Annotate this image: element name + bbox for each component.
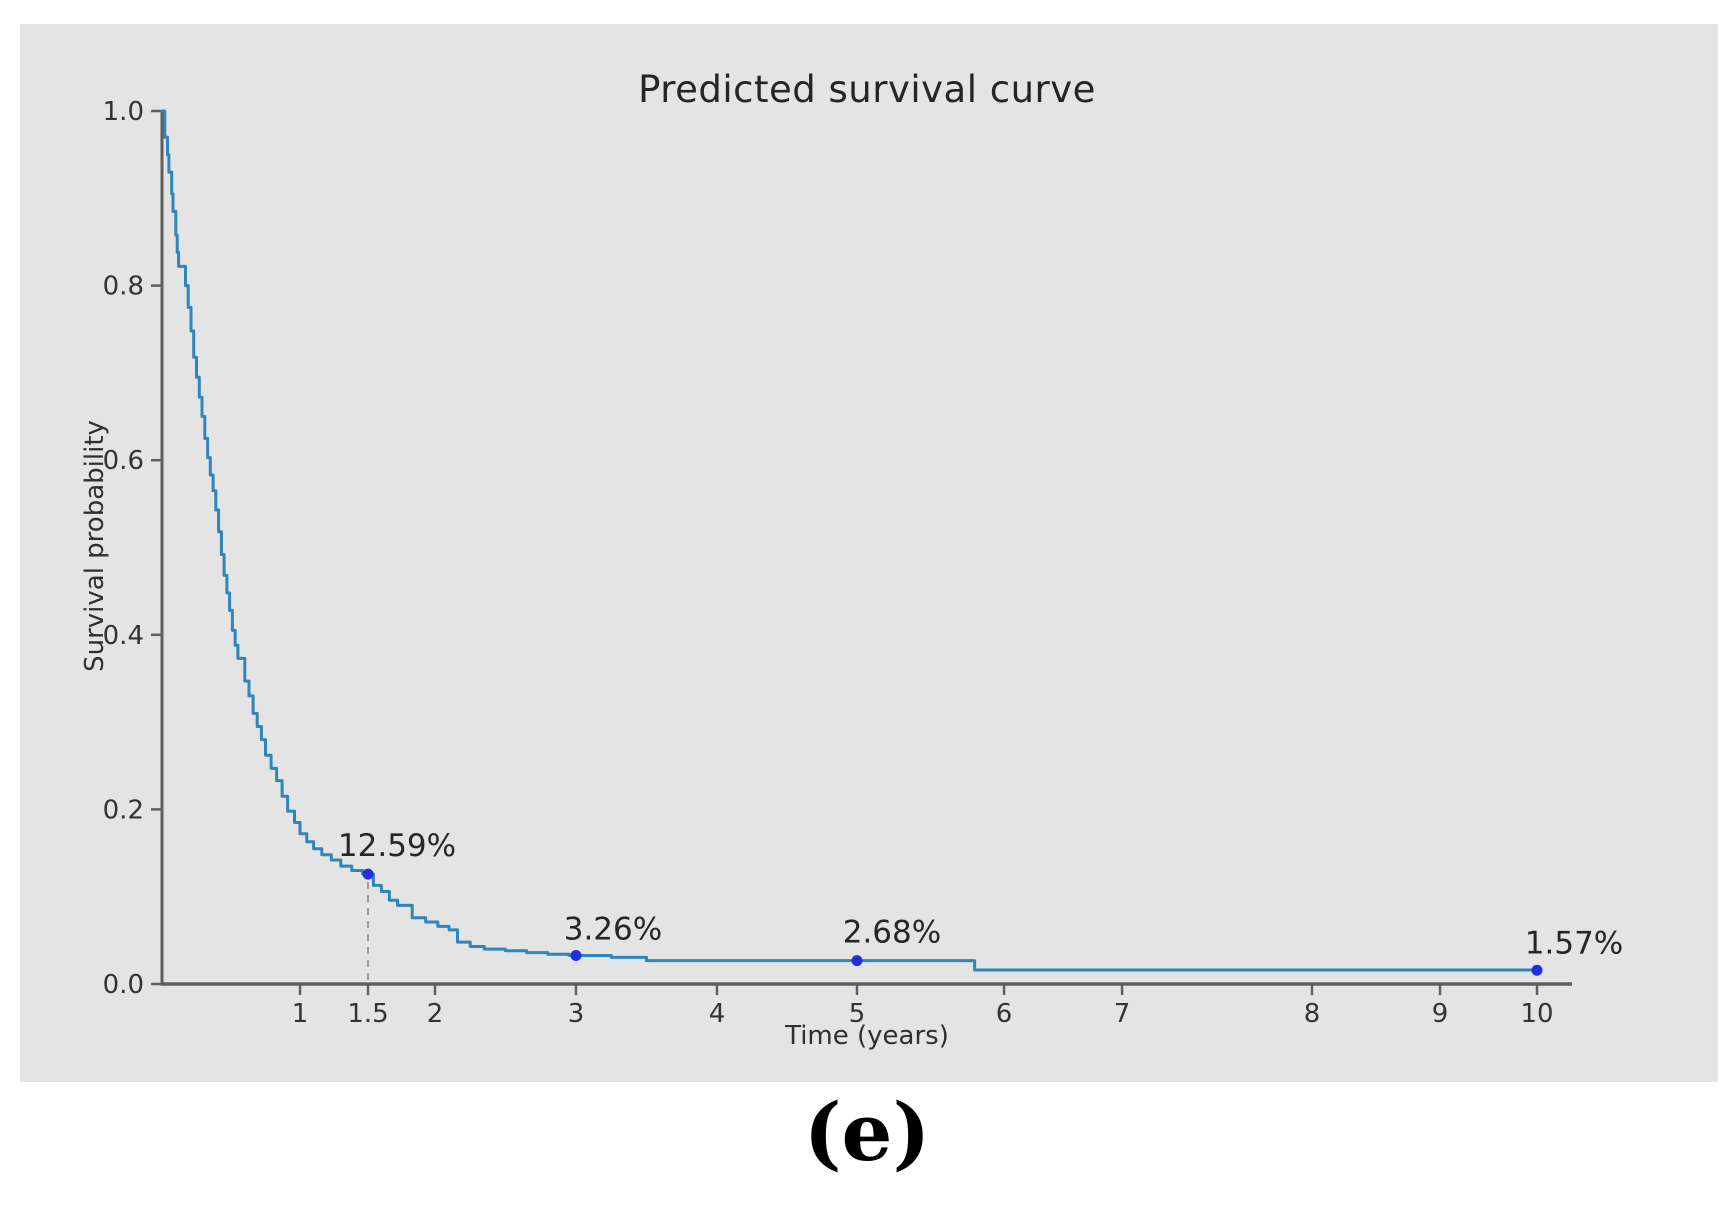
data-point-marker [362, 868, 374, 880]
annotation-label: 1.57% [1525, 925, 1623, 961]
annotation-label: 2.68% [843, 915, 941, 951]
data-point-marker [570, 950, 582, 962]
x-tick-label: 5 [849, 999, 866, 1029]
x-tick-label: 1.5 [347, 999, 388, 1029]
y-tick-label: 0.0 [103, 970, 144, 1000]
x-tick-label: 3 [568, 999, 585, 1029]
y-axis-label: Survival probability [80, 420, 110, 672]
chart-title: Predicted survival curve [638, 68, 1096, 111]
y-tick-label: 1.0 [103, 97, 144, 127]
plot-panel: 1 1.5 2 3 4 5 6 7 8 9 10 0.0 0.2 0.4 0.6 0.8 1.0 12.59% 3.… [20, 24, 1718, 1082]
x-tick-label: 7 [1114, 999, 1131, 1029]
x-tick-label: 6 [996, 999, 1013, 1029]
data-point-marker [1531, 964, 1543, 976]
survival-chart: 1 1.5 2 3 4 5 6 7 8 9 10 0.0 0.2 0.4 0.6 0.8 1.0 12.59% 3.… [103, 97, 1624, 1029]
x-tick-label: 4 [709, 999, 726, 1029]
y-tick-label: 0.4 [103, 621, 144, 651]
annotation-label: 12.59% [338, 828, 456, 864]
y-tick-label: 0.2 [103, 795, 144, 825]
y-tick-label: 0.6 [103, 446, 144, 476]
survival-curve-line [160, 109, 1539, 972]
figure-sub-label: (e) [803, 1085, 931, 1179]
x-tick-label: 10 [1520, 999, 1553, 1029]
data-point-marker [851, 955, 863, 967]
x-tick-label: 2 [427, 999, 444, 1029]
x-tick-label: 9 [1432, 999, 1449, 1029]
x-tick-label: 1 [292, 999, 309, 1029]
x-tick-label: 8 [1304, 999, 1321, 1029]
y-tick-label: 0.8 [103, 272, 144, 302]
annotation-label: 3.26% [564, 912, 662, 948]
x-axis-label: Time (years) [785, 1021, 949, 1051]
